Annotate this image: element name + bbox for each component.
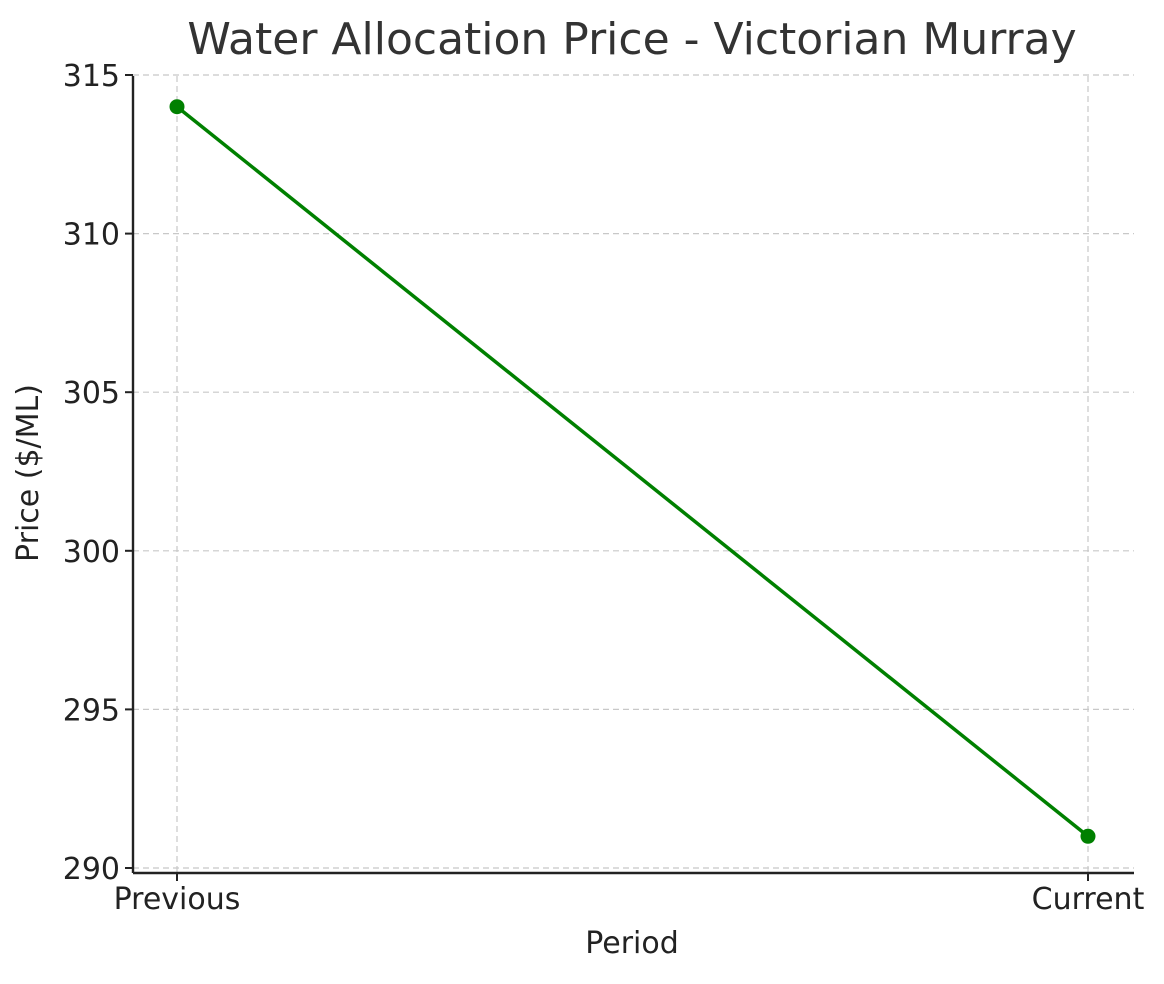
y-tick-label-300: 300: [63, 535, 120, 570]
x-tick-label-current: Current: [1032, 882, 1145, 917]
y-tick-label-315: 315: [63, 59, 120, 94]
axes-layer: [131, 76, 1134, 875]
data-point-previous: [169, 99, 185, 115]
y-tick-label-305: 305: [63, 376, 120, 411]
ticks-layer: 290 295 300 305 310 315 Previous Current: [63, 59, 1145, 917]
y-tick-label-290: 290: [63, 852, 120, 887]
grid-layer: [133, 74, 1134, 873]
series-layer: [169, 99, 1096, 844]
data-point-current: [1080, 828, 1096, 844]
x-tick-label-previous: Previous: [114, 882, 241, 917]
chart-title: Water Allocation Price - Victorian Murra…: [187, 14, 1076, 65]
y-tick-label-310: 310: [63, 218, 120, 253]
series-line-0: [175, 104, 1090, 839]
y-axis-label: Price ($/ML): [11, 384, 46, 562]
x-axis-label: Period: [585, 926, 679, 961]
y-tick-label-295: 295: [63, 693, 120, 728]
